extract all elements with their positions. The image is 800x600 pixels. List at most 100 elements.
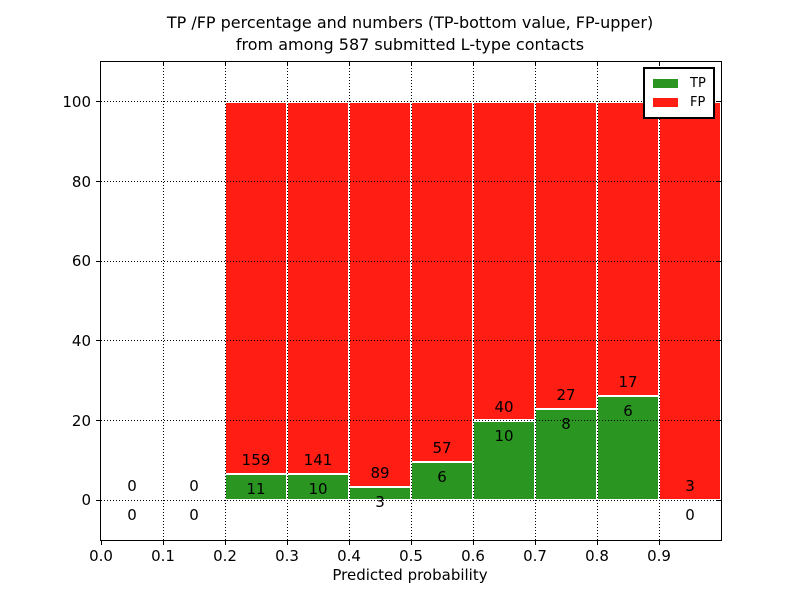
y-tick [96, 340, 100, 342]
bar-fp-segment [597, 101, 659, 397]
x-tick-label: 0.5 [399, 547, 423, 565]
bar-labels-layer: 0 0 0 0 159 11 141 10 89 3 57 6 40 10 27 8 17 6 3 0 [101, 62, 721, 540]
x-tick [534, 541, 536, 545]
bar-tp-segment [597, 396, 659, 501]
fp-legend-label: FP [690, 95, 706, 110]
y-tick-right [717, 420, 721, 421]
tp-count-label: 0 [189, 506, 199, 525]
gridline-x [162, 62, 164, 540]
x-tick-top [534, 62, 536, 66]
gridline-x [534, 62, 536, 540]
gridline-x [410, 62, 412, 540]
x-tick-top [596, 62, 598, 66]
fp-count-label: 27 [556, 386, 576, 405]
y-tick-right [717, 260, 721, 262]
grid-layer [101, 62, 721, 540]
y-tick-right [717, 340, 721, 342]
gridline-x [286, 62, 288, 540]
x-tick [596, 541, 598, 545]
tp-count-label: 0 [127, 506, 137, 525]
chart-title-line2: from among 587 submitted L-type contacts [235, 35, 585, 54]
x-tick-top [410, 62, 412, 66]
fp-count-label: 89 [370, 464, 390, 483]
y-tick-right [717, 181, 721, 182]
bar-tp-segment [535, 409, 597, 501]
x-tick [410, 541, 412, 545]
gridline-x [348, 62, 350, 540]
y-tick [96, 420, 100, 421]
legend-item-tp: TP [653, 74, 707, 93]
tp-count-label: 10 [308, 479, 328, 498]
x-tick-label: 0.3 [275, 547, 299, 565]
y-tick-label: 20 [71, 411, 91, 430]
gridline-x [472, 62, 474, 540]
x-tick-top [658, 62, 660, 66]
fp-count-label: 159 [241, 451, 271, 470]
bars-layer [101, 62, 721, 540]
tp-legend-swatch [653, 79, 678, 88]
tp-legend-label: TP [690, 76, 706, 91]
x-tick [162, 541, 164, 545]
tp-count-label: 8 [561, 415, 571, 434]
y-tick [96, 499, 100, 501]
x-tick [472, 541, 474, 545]
y-tick [96, 260, 100, 262]
gridline-x [224, 62, 226, 540]
x-tick-label: 0.6 [461, 547, 485, 565]
fp-count-label: 3 [685, 477, 695, 496]
x-tick-top [348, 62, 350, 66]
x-tick-top [286, 62, 288, 66]
x-axis-label: Predicted probability [332, 566, 488, 584]
bar-tp-segment [411, 462, 473, 501]
x-tick-top [224, 62, 226, 66]
plot-area: 0 0 0 0 159 11 141 10 89 3 57 6 40 10 27 8 17 6 3 0 0.0 0.1 0… [62, 61, 722, 565]
x-tick [286, 541, 288, 545]
y-tick [96, 181, 100, 182]
x-tick-label: 0.0 [89, 547, 113, 565]
y-tick-right [717, 101, 721, 103]
fp-count-label: 141 [303, 450, 333, 469]
x-tick-label: 0.9 [647, 547, 671, 565]
x-tick [658, 541, 660, 545]
tp-count-label: 6 [623, 402, 633, 421]
chart-title: TP /FP percentage and numbers (TP-bottom… [100, 12, 720, 56]
y-tick-label: 40 [71, 331, 91, 350]
bar-tp-segment [287, 473, 349, 501]
bar-fp-segment [349, 101, 411, 488]
x-tick [100, 541, 102, 545]
x-tick-label: 0.8 [585, 547, 609, 565]
chart-title-line1: TP /FP percentage and numbers (TP-bottom… [166, 13, 654, 32]
y-tick-label: 60 [71, 252, 91, 271]
x-tick-label: 0.4 [337, 547, 361, 565]
x-tick-label: 0.1 [151, 547, 175, 565]
x-tick [348, 541, 350, 545]
tp-count-label: 0 [685, 506, 695, 525]
legend: TP FP [643, 67, 715, 119]
fp-count-label: 40 [494, 397, 514, 416]
x-tick-top [162, 62, 164, 66]
bar-fp-segment [535, 101, 597, 410]
y-tick [96, 101, 100, 103]
tp-count-label: 10 [494, 426, 514, 445]
y-tick-label: 80 [71, 172, 91, 191]
gridline-x [596, 62, 598, 540]
fp-legend-swatch [653, 98, 678, 107]
ticks-layer: 0.0 0.1 0.2 0.3 0.4 0.5 0.6 0.7 0.8 0.9 0 20 40 60 80 1… [62, 62, 721, 565]
tp-count-label: 11 [246, 480, 266, 499]
fp-count-label: 17 [618, 373, 638, 392]
fp-count-label: 0 [189, 477, 199, 496]
fp-count-label: 0 [127, 477, 137, 496]
tp-count-label: 3 [375, 493, 385, 512]
y-tick-label: 100 [62, 92, 91, 111]
bar-fp-segment [225, 101, 287, 475]
y-tick-right [717, 499, 721, 501]
x-tick-label: 0.7 [523, 547, 547, 565]
tp-count-label: 6 [437, 468, 447, 487]
legend-item-fp: FP [653, 93, 707, 112]
x-tick [224, 541, 226, 545]
gridline-x [658, 62, 660, 540]
y-tick-label: 0 [81, 491, 91, 510]
fp-count-label: 57 [432, 439, 452, 458]
x-tick-label: 0.2 [213, 547, 237, 565]
